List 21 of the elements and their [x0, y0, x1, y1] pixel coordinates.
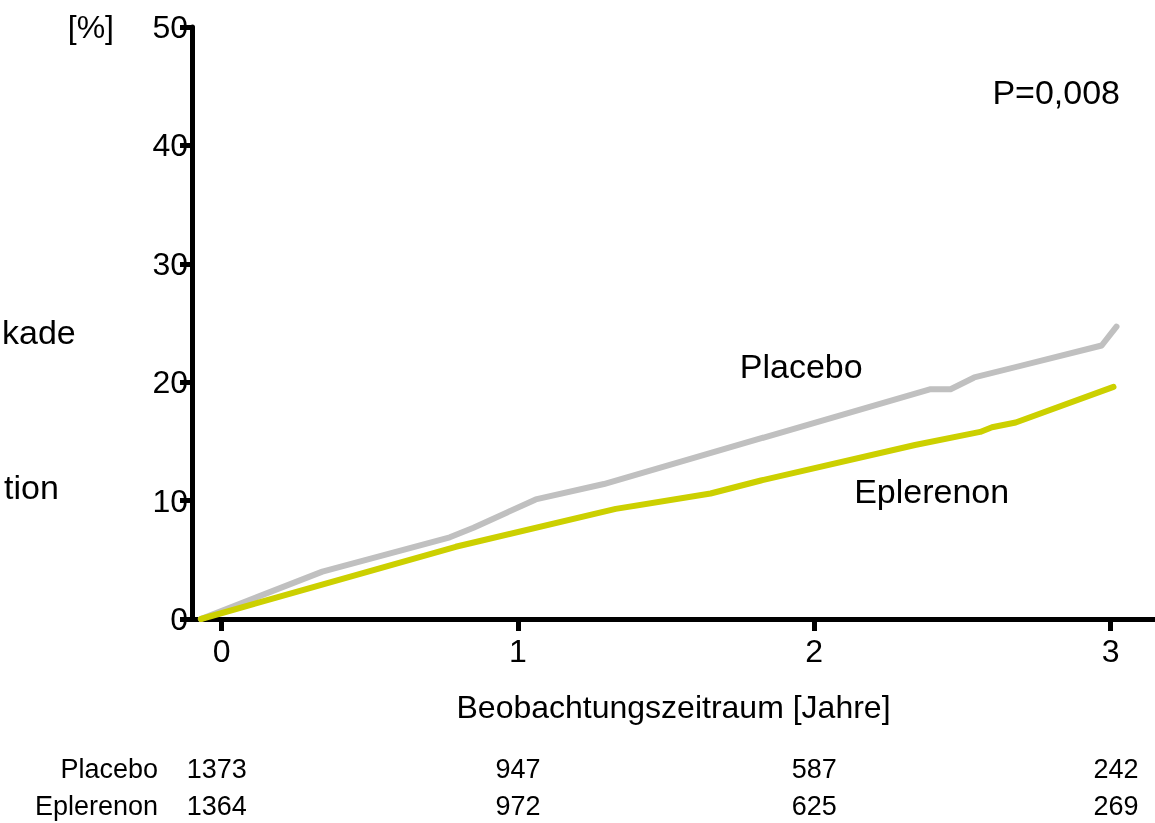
text: 269 [1093, 790, 1139, 821]
text: 972 [495, 790, 541, 821]
text: Placebo [60, 753, 158, 784]
x-tick-label: 0 [212, 633, 231, 669]
text: kade [2, 313, 76, 351]
text: 587 [791, 753, 837, 784]
text: 1373 [186, 753, 247, 784]
text: 1364 [186, 790, 247, 821]
text: Eplerenon [34, 790, 158, 821]
text: tion [4, 468, 59, 506]
x-tick-label: 2 [805, 633, 824, 669]
text: 947 [495, 753, 541, 784]
annotation: P=0,008 [992, 73, 1121, 111]
text: 625 [791, 790, 837, 821]
text: 242 [1093, 753, 1139, 784]
x-tick-label: 3 [1101, 633, 1120, 669]
x-axis-title: Beobachtungszeitraum [Jahre] [456, 689, 891, 725]
y-axis-title: [%] [67, 9, 114, 45]
x-tick-label: 1 [509, 633, 527, 669]
series-label: Placebo [739, 347, 863, 386]
series-label: Eplerenon [854, 471, 1010, 510]
